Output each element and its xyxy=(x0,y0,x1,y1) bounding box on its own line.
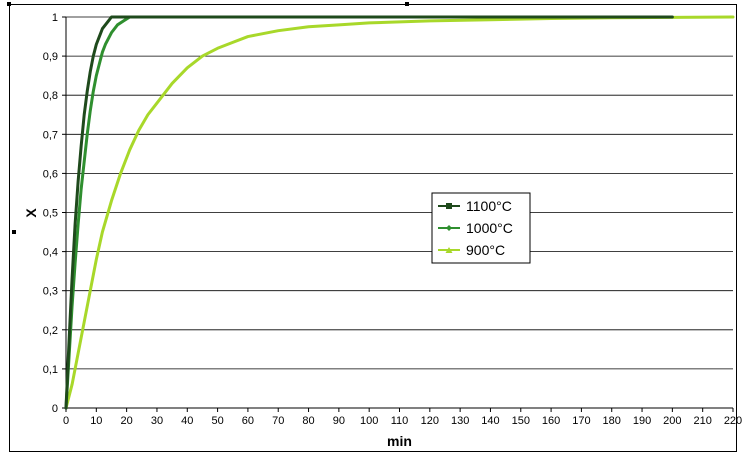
series-line-1000C xyxy=(64,15,432,410)
y-tick-label: 1 xyxy=(52,12,58,24)
chart-frame xyxy=(9,4,737,452)
resize-handle-top-center[interactable] xyxy=(405,2,409,6)
x-tick-label: 100 xyxy=(360,415,378,427)
x-tick-label: 160 xyxy=(542,415,560,427)
x-axis-title: min xyxy=(387,433,412,449)
x-tick-label: 180 xyxy=(603,415,621,427)
x-tick-label: 20 xyxy=(121,415,133,427)
x-tick-label: 190 xyxy=(633,415,651,427)
x-tick-label: 90 xyxy=(333,415,345,427)
x-tick-label: 200 xyxy=(663,415,681,427)
x-tick-label: 0 xyxy=(63,415,69,427)
x-tick-label: 80 xyxy=(302,415,314,427)
legend-marker xyxy=(445,247,453,253)
series-line-900C xyxy=(64,15,735,410)
grid-lines xyxy=(66,16,733,409)
x-tick-label: 120 xyxy=(421,415,439,427)
x-tick-label: 110 xyxy=(391,415,409,427)
x-tick-label: 60 xyxy=(242,415,254,427)
tick-labels: 0 10 20 30 40 50 60 70 80 90 100 110 120 130 140 150 160… xyxy=(43,12,742,427)
y-tick-label: 0,7 xyxy=(43,129,58,141)
legend-label: 900°C xyxy=(466,242,505,258)
y-tick-label: 0,2 xyxy=(43,325,58,337)
x-tick-label: 10 xyxy=(90,415,102,427)
legend-label: 1000°C xyxy=(466,220,513,236)
series-line-1100C xyxy=(64,15,674,410)
y-tick-label: 0,9 xyxy=(43,51,58,63)
y-tick-label: 0 xyxy=(52,403,58,415)
x-tick-label: 30 xyxy=(151,415,163,427)
resize-handle-top-left[interactable] xyxy=(7,2,11,6)
legend: 1100°C 1000°C 900°C xyxy=(431,192,531,264)
resize-handle-middle-left[interactable] xyxy=(12,230,16,234)
y-tick-label: 0,6 xyxy=(43,168,58,180)
y-tick-label: 0,3 xyxy=(43,286,58,298)
x-tick-label: 170 xyxy=(572,415,590,427)
y-tick-label: 0,8 xyxy=(43,90,58,102)
x-tick-label: 220 xyxy=(724,415,742,427)
legend-marker xyxy=(446,203,452,209)
y-tick-label: 0,4 xyxy=(43,247,58,259)
x-tick-label: 40 xyxy=(181,415,193,427)
x-tick-label: 50 xyxy=(211,415,223,427)
y-tick-label: 0,1 xyxy=(43,364,58,376)
x-tick-label: 140 xyxy=(481,415,499,427)
x-tick-label: 130 xyxy=(451,415,469,427)
x-tick-label: 70 xyxy=(272,415,284,427)
axes xyxy=(62,16,734,412)
legend-label: 1100°C xyxy=(466,198,512,214)
x-tick-label: 210 xyxy=(694,415,712,427)
series-lines xyxy=(64,15,735,410)
y-tick-label: 0,5 xyxy=(43,208,58,220)
y-axis-title: X xyxy=(23,208,39,218)
x-tick-label: 150 xyxy=(512,415,530,427)
legend-marker xyxy=(446,225,452,231)
